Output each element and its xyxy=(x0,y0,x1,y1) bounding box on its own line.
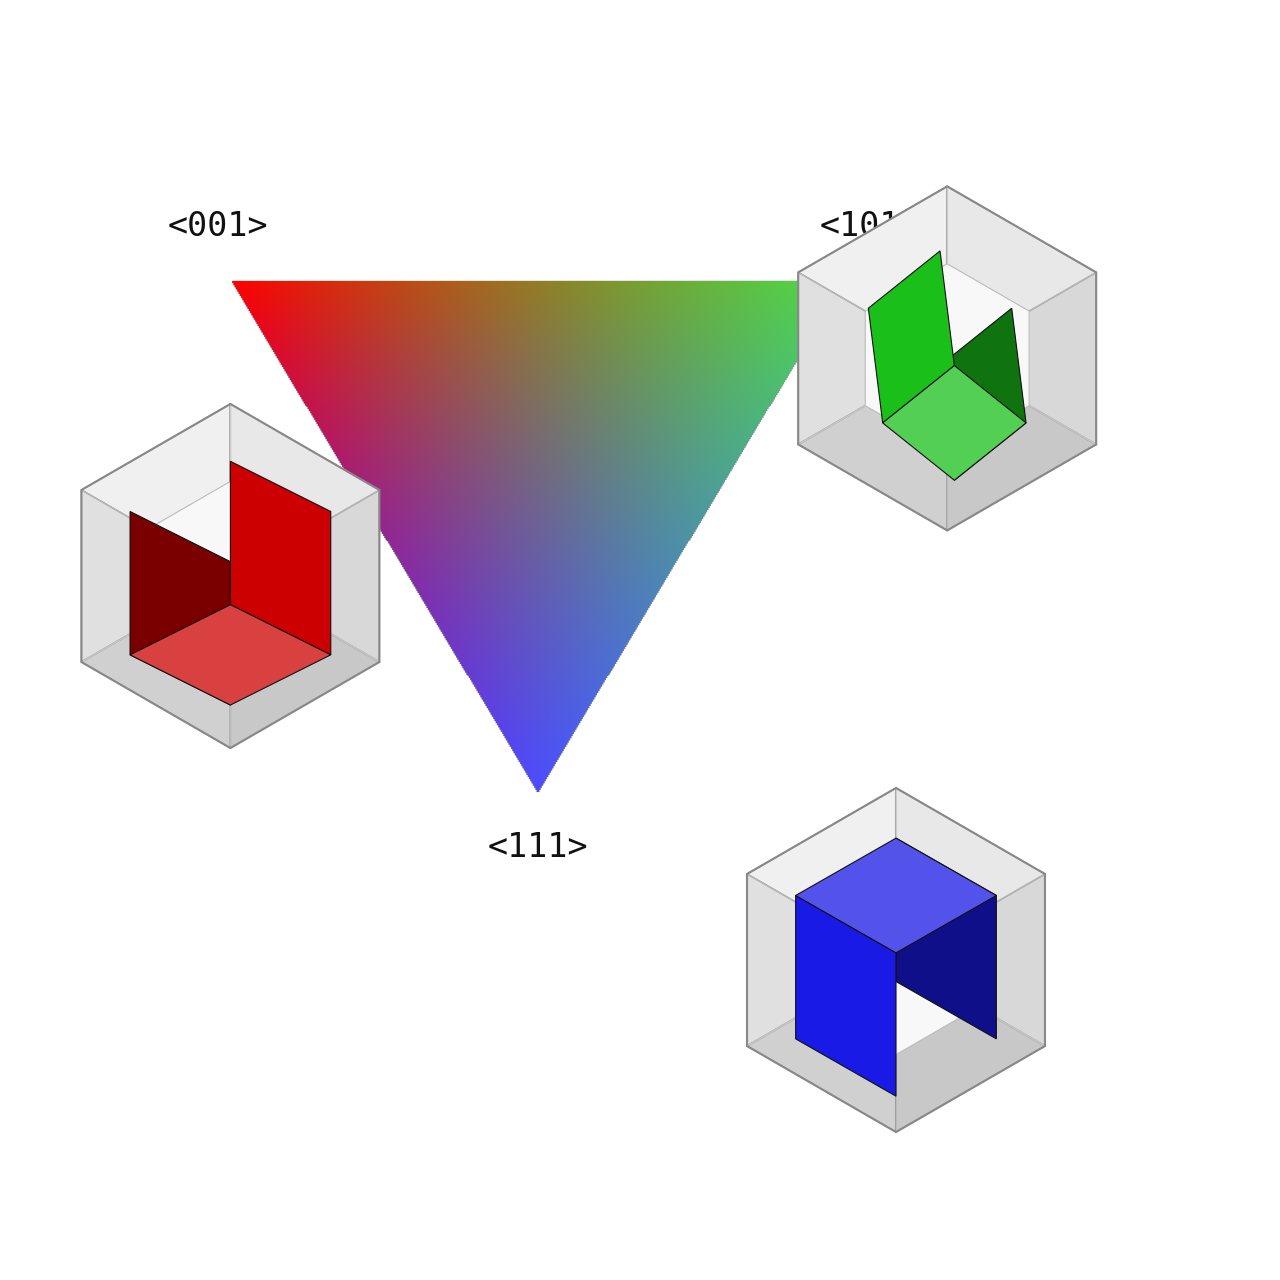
Polygon shape xyxy=(799,358,947,530)
Polygon shape xyxy=(896,788,1044,960)
Polygon shape xyxy=(131,604,330,705)
Polygon shape xyxy=(748,788,896,960)
Polygon shape xyxy=(230,461,330,655)
Polygon shape xyxy=(82,404,230,576)
Polygon shape xyxy=(131,512,230,705)
Polygon shape xyxy=(230,490,379,662)
Polygon shape xyxy=(799,273,947,444)
Polygon shape xyxy=(148,481,312,671)
Polygon shape xyxy=(865,264,1029,453)
Polygon shape xyxy=(799,187,947,358)
Polygon shape xyxy=(947,358,1096,530)
Polygon shape xyxy=(868,251,955,422)
Text: <101>: <101> xyxy=(820,210,920,243)
Polygon shape xyxy=(940,308,1027,480)
Polygon shape xyxy=(230,404,379,576)
Polygon shape xyxy=(82,490,230,662)
Polygon shape xyxy=(230,576,379,748)
Text: <001>: <001> xyxy=(168,210,268,243)
Polygon shape xyxy=(748,960,896,1132)
Polygon shape xyxy=(896,960,1044,1132)
Text: <111>: <111> xyxy=(488,831,588,864)
Polygon shape xyxy=(82,576,230,748)
Polygon shape xyxy=(947,273,1096,444)
Polygon shape xyxy=(947,187,1096,358)
Polygon shape xyxy=(896,838,996,1039)
Polygon shape xyxy=(796,838,996,952)
Polygon shape xyxy=(748,874,896,1046)
Polygon shape xyxy=(796,896,896,1096)
Polygon shape xyxy=(896,874,1044,1046)
Polygon shape xyxy=(814,865,978,1055)
Polygon shape xyxy=(883,366,1027,480)
